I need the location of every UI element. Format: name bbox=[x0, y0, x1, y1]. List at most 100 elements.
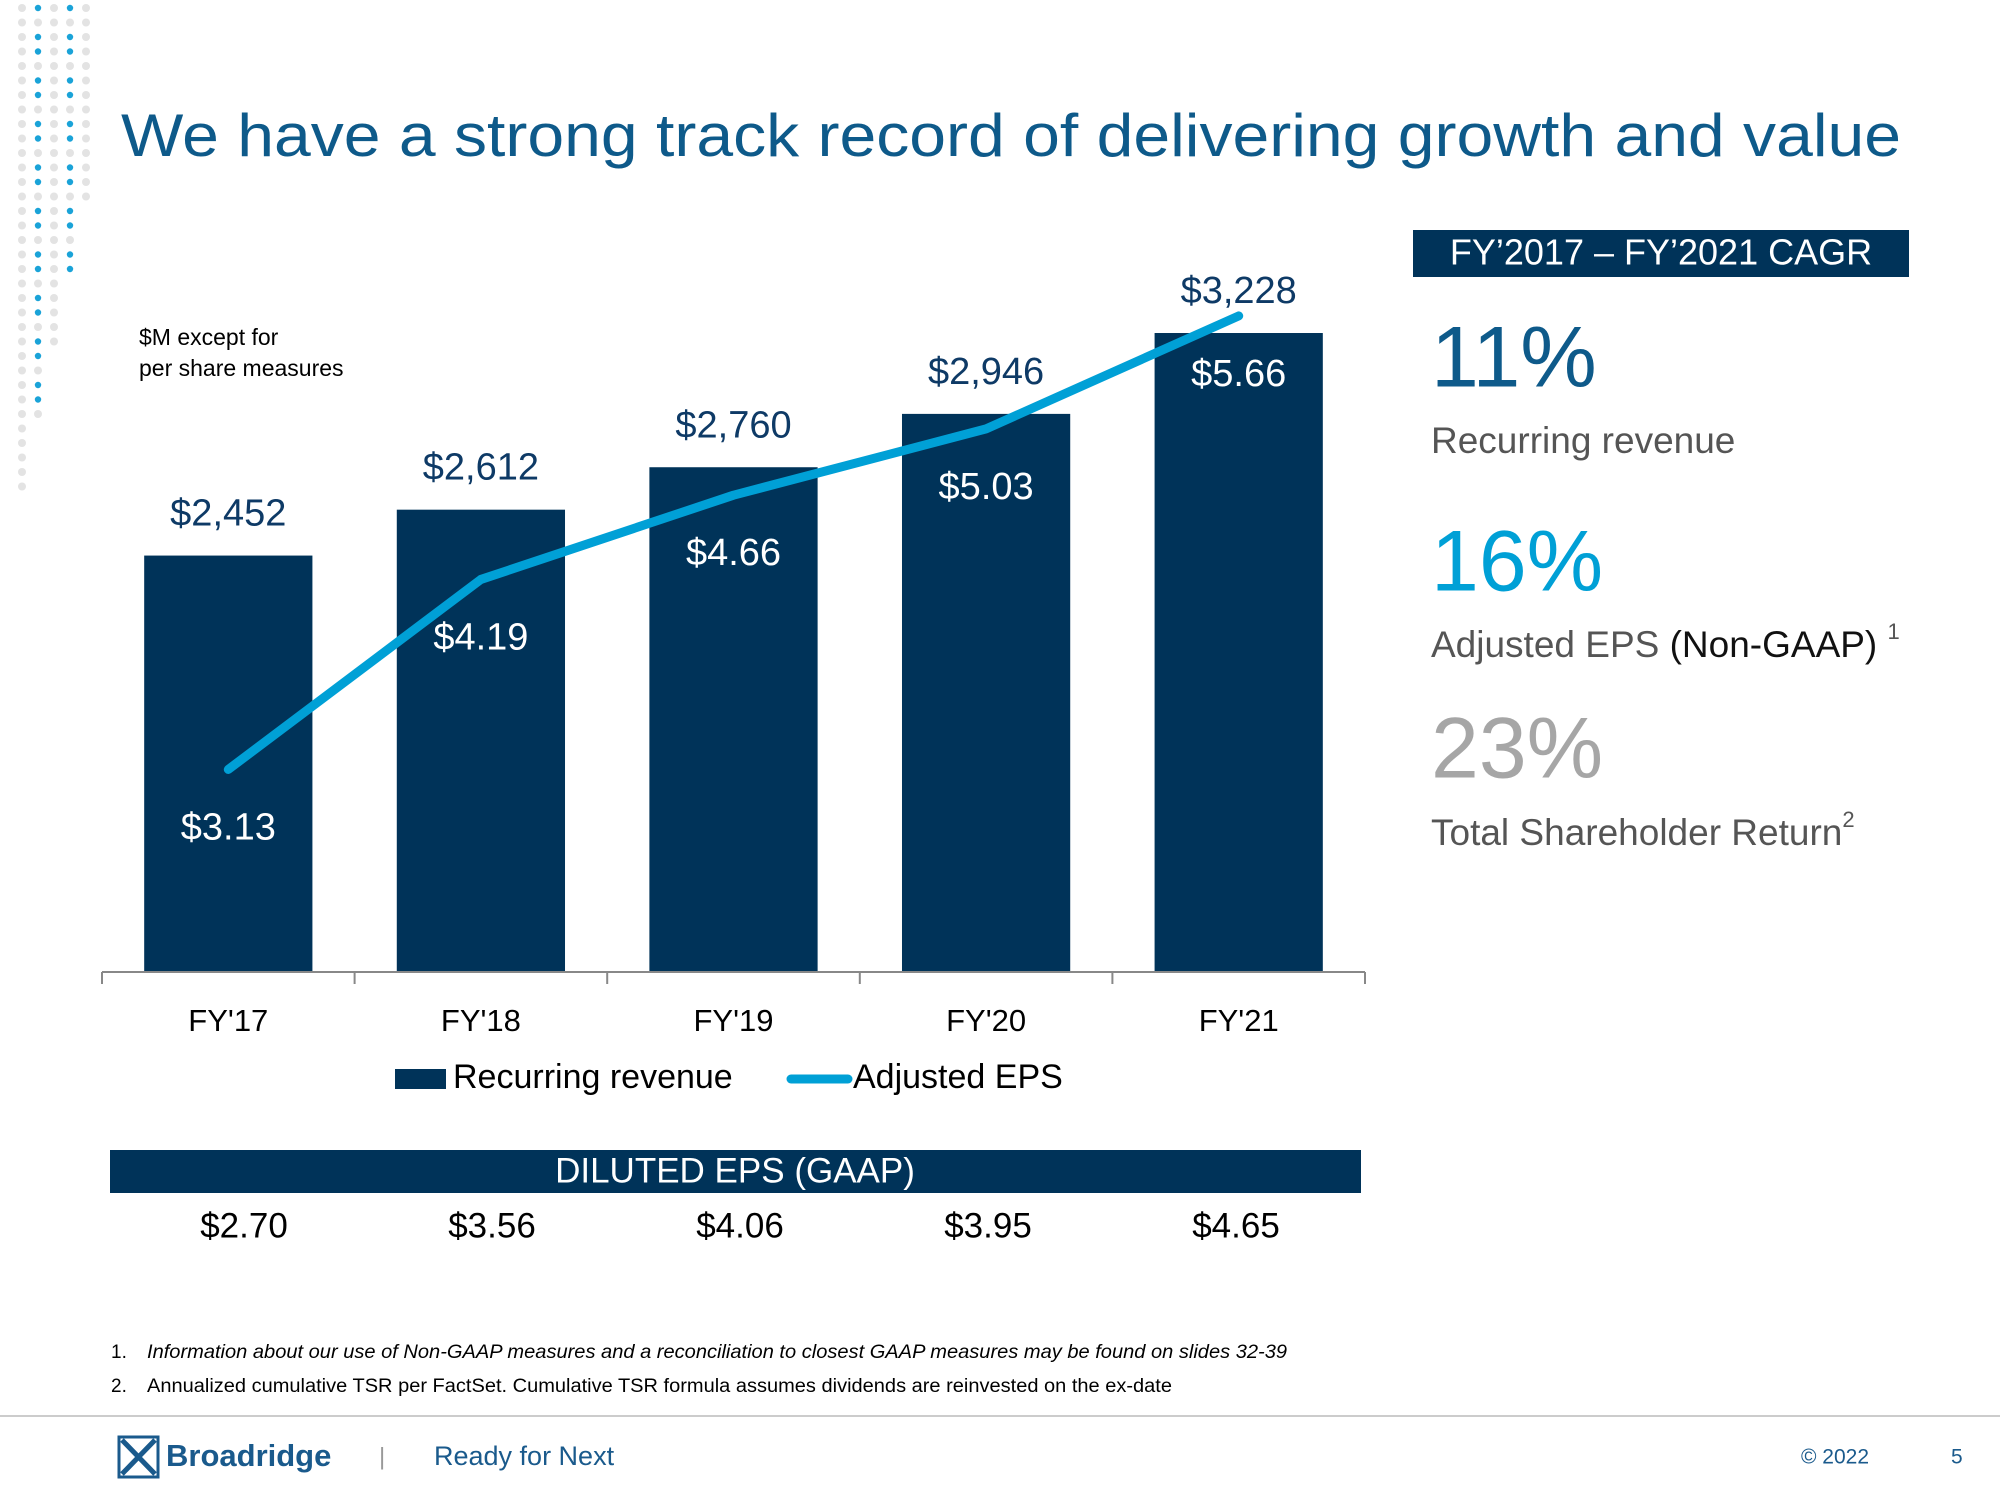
dot bbox=[18, 163, 26, 172]
dot bbox=[34, 149, 42, 157]
line-value-label: $3.13 bbox=[181, 806, 276, 848]
dot bbox=[34, 4, 42, 12]
cagr-label: Adjusted EPS (Non-GAAP) 1 bbox=[1431, 619, 1900, 665]
dot bbox=[50, 91, 58, 99]
cagr-value: 16% bbox=[1431, 514, 1603, 610]
dot bbox=[66, 120, 74, 128]
cagr-label-text: Total Shareholder Return bbox=[1431, 812, 1842, 853]
cagr-qualifier: (Non-GAAP) bbox=[1670, 624, 1878, 665]
dot bbox=[34, 178, 42, 186]
cagr-header bbox=[1413, 230, 1909, 277]
bar bbox=[396, 509, 566, 972]
dot bbox=[66, 236, 74, 244]
dot bbox=[50, 294, 58, 302]
eps-value: $3.95 bbox=[944, 1206, 1032, 1245]
dot bbox=[18, 410, 26, 418]
dot bbox=[66, 207, 74, 215]
dot bbox=[34, 338, 42, 345]
dot bbox=[66, 135, 74, 142]
dot bbox=[18, 424, 26, 433]
footer-separator: | bbox=[379, 1443, 385, 1470]
legend-label: Adjusted EPS bbox=[853, 1058, 1063, 1096]
eps-band bbox=[110, 1150, 1361, 1193]
dot bbox=[82, 163, 90, 172]
dot bbox=[50, 4, 58, 12]
dot bbox=[18, 395, 26, 404]
copyright: © 2022 bbox=[1801, 1446, 1869, 1469]
dot bbox=[66, 265, 74, 273]
dot bbox=[18, 250, 26, 259]
dot bbox=[50, 120, 58, 128]
dot bbox=[82, 33, 90, 41]
dot bbox=[18, 453, 26, 462]
dot bbox=[50, 163, 58, 172]
bar-value-label: $2,452 bbox=[170, 493, 286, 535]
dot bbox=[82, 76, 90, 85]
dot bbox=[18, 323, 26, 331]
dot bbox=[18, 4, 26, 12]
logo-icon bbox=[117, 1435, 160, 1479]
dot bbox=[34, 222, 42, 229]
dot bbox=[34, 192, 42, 201]
dot bbox=[82, 62, 90, 70]
dot bbox=[66, 164, 74, 171]
footnote: Annualized cumulative TSR per FactSet. C… bbox=[147, 1376, 1172, 1397]
page-number: 5 bbox=[1951, 1446, 1963, 1469]
dot bbox=[66, 18, 74, 27]
dot bbox=[34, 135, 42, 142]
dot bbox=[18, 105, 26, 114]
bar bbox=[649, 467, 818, 972]
dot bbox=[82, 91, 90, 99]
footnote: Information about our use of Non-GAAP me… bbox=[147, 1342, 1287, 1363]
footnote-ref: 1 bbox=[1888, 619, 1900, 644]
dot bbox=[18, 207, 26, 215]
dot bbox=[34, 33, 42, 41]
eps-value: $3.56 bbox=[448, 1206, 536, 1245]
dot bbox=[50, 33, 58, 41]
bar-value-label: $3,228 bbox=[1181, 270, 1297, 312]
dot bbox=[66, 192, 74, 201]
dot bbox=[18, 134, 26, 143]
dot bbox=[34, 309, 42, 316]
dot bbox=[82, 178, 90, 186]
dot bbox=[66, 48, 74, 55]
dot bbox=[82, 4, 90, 12]
dot bbox=[66, 62, 74, 70]
dot bbox=[82, 18, 90, 27]
dot bbox=[50, 134, 58, 143]
dot bbox=[18, 352, 26, 360]
tagline: Ready for Next bbox=[434, 1441, 615, 1471]
legend-label: Recurring revenue bbox=[453, 1058, 733, 1096]
dot bbox=[50, 207, 58, 215]
footnote-number: 2. bbox=[111, 1376, 127, 1397]
dot bbox=[18, 47, 26, 56]
dot bbox=[50, 265, 58, 273]
line-value-label: $4.19 bbox=[433, 616, 528, 658]
dot bbox=[18, 33, 26, 41]
bar bbox=[1154, 333, 1323, 972]
dot bbox=[34, 105, 42, 114]
dot bbox=[18, 482, 26, 491]
dot bbox=[50, 62, 58, 70]
dot bbox=[34, 77, 42, 84]
dot bbox=[50, 192, 58, 201]
dot bbox=[50, 18, 58, 27]
dot bbox=[18, 91, 26, 99]
x-tick-label: FY'20 bbox=[946, 1003, 1026, 1038]
dot bbox=[50, 149, 58, 157]
dot bbox=[34, 279, 42, 288]
dot bbox=[18, 236, 26, 244]
dot bbox=[34, 236, 42, 244]
dot bbox=[18, 178, 26, 186]
bar-value-label: $2,946 bbox=[928, 351, 1044, 393]
dot bbox=[34, 62, 42, 70]
decoration bbox=[18, 4, 90, 491]
dot bbox=[66, 77, 74, 84]
x-tick-label: FY'17 bbox=[188, 1003, 268, 1038]
eps-band-title: DILUTED EPS (GAAP) bbox=[555, 1151, 915, 1190]
cagr-label-text: Adjusted EPS bbox=[1431, 624, 1659, 665]
dot bbox=[34, 91, 42, 99]
dot bbox=[50, 76, 58, 85]
dot bbox=[66, 149, 74, 157]
